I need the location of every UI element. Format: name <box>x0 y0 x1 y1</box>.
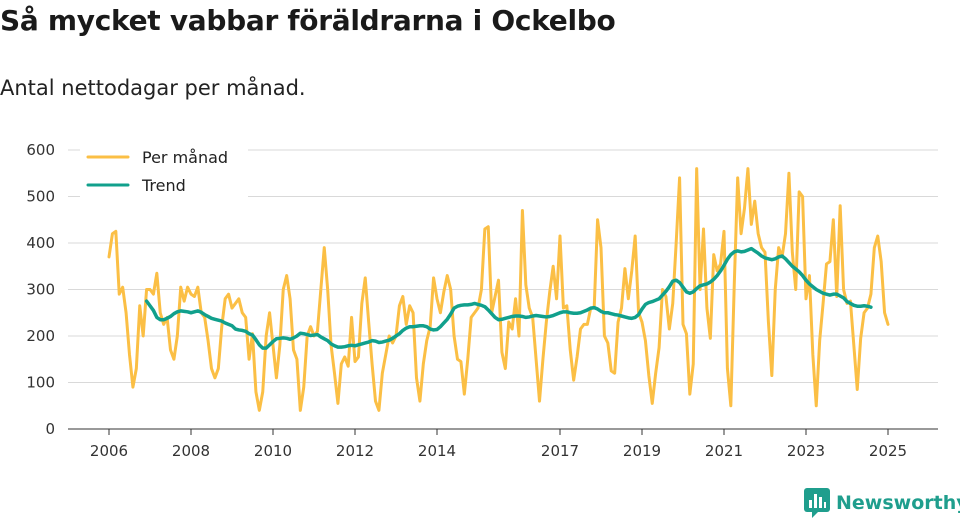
x-tick-label: 2010 <box>254 442 292 460</box>
series-line-trend <box>144 246 873 350</box>
y-axis-ticks: 0 100 200 300 400 500 600 <box>26 141 55 438</box>
x-tick-label: 2017 <box>541 442 579 460</box>
series <box>107 167 890 412</box>
bar-chart-logo-icon <box>804 488 830 518</box>
y-tick-label: 300 <box>26 281 55 299</box>
y-tick-label: 500 <box>26 188 55 206</box>
brand-name: Newsworthy <box>836 492 960 514</box>
y-tick-label: 0 <box>45 420 55 438</box>
y-tick-label: 600 <box>26 141 55 159</box>
series-line-monthly <box>107 167 890 412</box>
x-tick-label: 2023 <box>787 442 825 460</box>
legend: Per månad Trend <box>80 142 248 200</box>
y-tick-label: 400 <box>26 234 55 252</box>
page-title: Så mycket vabbar föräldrarna i Ockelbo <box>0 4 616 37</box>
legend-background <box>80 142 248 200</box>
x-tick-label: 2008 <box>172 442 210 460</box>
y-tick-label: 200 <box>26 327 55 345</box>
legend-label-monthly: Per månad <box>142 148 228 167</box>
x-tick-label: 2025 <box>869 442 907 460</box>
brand-logo[interactable]: Newsworthy <box>804 488 960 518</box>
x-tick-label: 2021 <box>705 442 743 460</box>
x-tick-label: 2012 <box>336 442 374 460</box>
x-tick-label: 2014 <box>418 442 456 460</box>
page-subtitle: Antal nettodagar per månad. <box>0 76 306 100</box>
legend-label-trend: Trend <box>141 176 186 195</box>
x-tick-label: 2019 <box>623 442 661 460</box>
x-tick-label: 2006 <box>90 442 128 460</box>
x-axis-ticks: 2006 2008 2010 2012 2014 2017 2019 2021 2023 2025 <box>90 429 907 460</box>
y-tick-label: 100 <box>26 374 55 392</box>
